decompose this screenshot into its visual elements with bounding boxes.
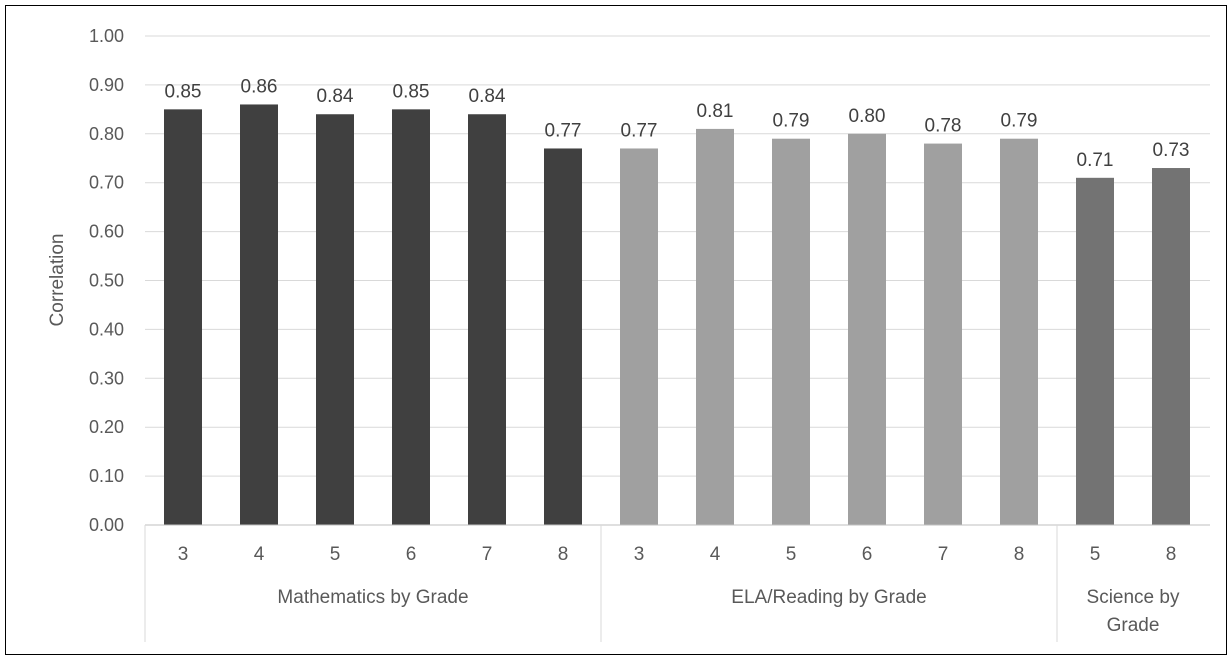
data-label: 0.73 — [1153, 140, 1190, 161]
bar — [620, 148, 658, 525]
bars — [164, 104, 1190, 526]
data-label: 0.80 — [849, 106, 886, 127]
data-label: 0.79 — [1001, 111, 1038, 132]
y-tick-label: 0.20 — [89, 417, 124, 437]
bar — [848, 133, 886, 526]
x-category-label: 7 — [482, 544, 493, 565]
bar — [164, 109, 202, 525]
x-axis: 3 4 5 6 7 8 Mathematics by Grade 3 4 5 6 7 8 ELA/Read… — [144, 524, 1210, 642]
y-tick-label: 0.70 — [89, 173, 124, 193]
x-category-label: 5 — [786, 544, 797, 565]
data-label: 0.84 — [469, 86, 506, 107]
data-label: 0.81 — [697, 101, 734, 122]
bar — [1152, 168, 1190, 525]
data-label: 0.84 — [317, 86, 354, 107]
bar — [696, 128, 734, 525]
y-axis-title: Correlation — [47, 234, 68, 327]
bar — [924, 143, 962, 525]
y-tick-label: 0.50 — [89, 271, 124, 291]
x-category-label: 8 — [558, 544, 569, 565]
x-category-label: 4 — [254, 544, 265, 565]
bar — [1000, 138, 1038, 525]
data-label: 0.78 — [925, 116, 962, 137]
bar — [468, 114, 506, 526]
y-tick-label: 0.00 — [89, 515, 124, 535]
x-category-label: 3 — [178, 544, 189, 565]
bar — [772, 138, 810, 525]
data-label: 0.85 — [165, 81, 202, 102]
x-category-label: 6 — [406, 544, 417, 565]
data-label: 0.77 — [545, 120, 582, 141]
x-group-label: Grade — [1107, 615, 1160, 636]
y-tick-label: 0.40 — [89, 319, 124, 339]
data-labels: 0.85 0.86 0.84 0.85 0.84 0.77 0.77 0.81 0.79 0.80… — [165, 76, 1190, 170]
data-label: 0.86 — [241, 76, 278, 97]
x-category-label: 8 — [1014, 544, 1025, 565]
bar — [240, 104, 278, 526]
x-category-label: 7 — [938, 544, 949, 565]
x-category-label: 3 — [634, 544, 645, 565]
y-tick-label: 0.60 — [89, 222, 124, 242]
y-tick-label: 0.80 — [89, 124, 124, 144]
x-group-label: ELA/Reading by Grade — [731, 587, 926, 608]
x-group-label: Science by — [1087, 587, 1180, 608]
x-category-label: 5 — [1090, 544, 1101, 565]
data-label: 0.71 — [1077, 150, 1114, 171]
data-label: 0.79 — [773, 111, 810, 132]
bar — [316, 114, 354, 526]
x-category-label: 5 — [330, 544, 341, 565]
y-tick-label: 0.90 — [89, 75, 124, 95]
y-tick-label: 1.00 — [89, 26, 124, 46]
data-label: 0.85 — [393, 81, 430, 102]
x-category-label: 4 — [710, 544, 721, 565]
bar — [544, 148, 582, 525]
y-tick-label: 0.30 — [89, 368, 124, 388]
gridlines — [145, 35, 1210, 526]
bar — [392, 109, 430, 525]
y-axis-ticks: 0.00 0.10 0.20 0.30 0.40 0.50 0.60 0.70 0.80 0.90… — [89, 26, 124, 535]
x-category-label: 8 — [1166, 544, 1177, 565]
bar — [1076, 177, 1114, 525]
x-category-label: 6 — [862, 544, 873, 565]
x-group-label: Mathematics by Grade — [277, 587, 468, 608]
data-label: 0.77 — [621, 120, 658, 141]
y-tick-label: 0.10 — [89, 466, 124, 486]
